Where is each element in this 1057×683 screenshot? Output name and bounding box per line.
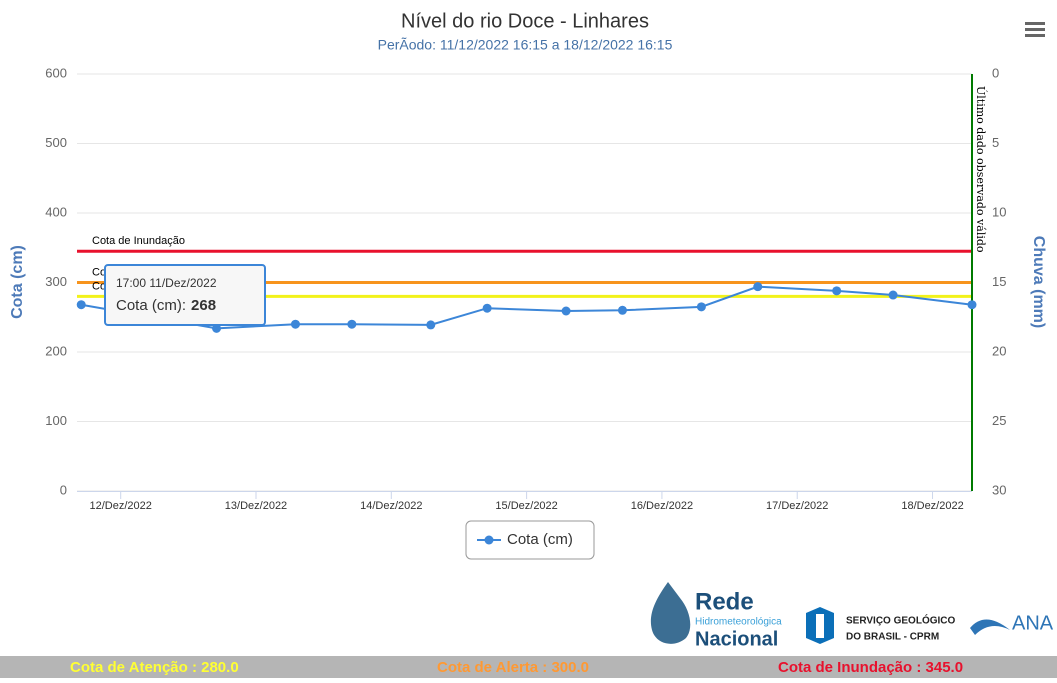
menu-icon[interactable] <box>1025 22 1045 37</box>
data-point <box>967 300 977 310</box>
y2-tick-label: 20 <box>992 343 1006 358</box>
chart-subtitle: PerÃodo: 11/12/2022 16:15 a 18/12/2022 1… <box>378 37 673 53</box>
menu-bar[interactable] <box>1025 34 1045 37</box>
tooltip-box <box>104 264 266 326</box>
data-point <box>888 290 898 300</box>
logo-sgb-icon <box>816 614 824 638</box>
tooltip-value: 268 <box>191 297 216 314</box>
y2-tick-label: 5 <box>992 135 999 150</box>
x-tick-label: 17/Dez/2022 <box>766 500 828 512</box>
data-point <box>212 323 222 333</box>
data-point <box>617 305 627 315</box>
y-tick-label: 500 <box>45 135 67 150</box>
data-point <box>482 303 492 313</box>
y-tick-label: 600 <box>45 65 67 80</box>
x-tick-label: 18/Dez/2022 <box>901 500 963 512</box>
logo-text: Nacional <box>695 628 778 650</box>
data-point <box>561 306 571 316</box>
menu-bar[interactable] <box>1025 28 1045 31</box>
chart-title: Nível do rio Doce - Linhares <box>401 10 649 32</box>
threshold-label: Cota de Inundação <box>92 235 185 247</box>
last-valid-label: Último dado observado válido <box>974 86 988 253</box>
y2-tick-label: 25 <box>992 413 1006 428</box>
logo-rede-icon <box>650 582 691 644</box>
tooltip-header: 17:00 11/Dez/2022 <box>116 276 217 290</box>
data-point <box>347 319 357 329</box>
data-point <box>832 286 842 296</box>
y-tick-label: 400 <box>45 204 67 219</box>
y-tick-label: 0 <box>60 482 67 497</box>
legend-box[interactable] <box>465 520 595 560</box>
logo-text: Rede <box>695 588 754 615</box>
data-point <box>753 282 763 292</box>
y2-tick-label: 0 <box>992 65 999 80</box>
logos: Rede Hidrometeorológica Nacional SERVIÇO… <box>650 582 1054 650</box>
y2-tick-label: 10 <box>992 204 1006 219</box>
tooltip-label: Cota (cm): <box>116 297 186 314</box>
y2-axis-label: Chuva (mm) <box>1030 236 1047 328</box>
data-point <box>290 319 300 329</box>
y-tick-label: 200 <box>45 343 67 358</box>
footer-text: Cota de Alerta : 300.0 <box>437 659 589 676</box>
footer-bar <box>0 656 1057 678</box>
x-tick-label: 16/Dez/2022 <box>631 500 693 512</box>
logo-ana-icon <box>970 619 1010 635</box>
y2-tick-label: 15 <box>992 274 1006 289</box>
data-point <box>426 320 436 330</box>
data-point <box>76 300 86 310</box>
x-tick-label: 13/Dez/2022 <box>225 500 287 512</box>
legend-symbol <box>484 535 494 545</box>
y-tick-label: 300 <box>45 274 67 289</box>
footer-text: Cota de Inundação : 345.0 <box>778 659 963 676</box>
legend[interactable]: Cota (cm) <box>465 520 595 560</box>
logo-text: ANA <box>1012 612 1054 634</box>
x-tick-label: 12/Dez/2022 <box>89 500 151 512</box>
y-tick-label: 100 <box>45 413 67 428</box>
x-tick-label: 15/Dez/2022 <box>495 500 557 512</box>
tooltip: 17:00 11/Dez/2022 Cota (cm): 268 <box>104 264 266 326</box>
data-point <box>696 302 706 312</box>
logo-text: Hidrometeorológica <box>695 617 782 628</box>
x-tick-label: 14/Dez/2022 <box>360 500 422 512</box>
tooltip-text: Cota (cm): 268 <box>116 297 216 314</box>
menu-bar[interactable] <box>1025 22 1045 25</box>
logo-text: DO BRASIL - CPRM <box>846 632 939 643</box>
legend-entry[interactable]: Cota (cm) <box>507 531 573 548</box>
logo-text: SERVIÇO GEOLÓGICO <box>846 614 955 627</box>
footer-text: Cota de Atenção : 280.0 <box>70 659 239 676</box>
y2-tick-label: 30 <box>992 482 1006 497</box>
y-axis-label: Cota (cm) <box>9 245 26 319</box>
